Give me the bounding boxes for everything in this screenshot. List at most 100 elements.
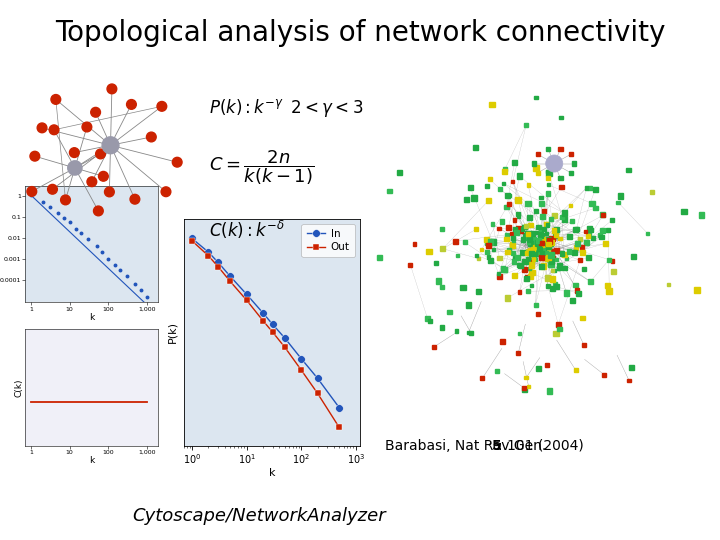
Circle shape — [30, 151, 40, 161]
Bar — [531, 242, 534, 246]
Bar — [540, 245, 544, 248]
Bar — [510, 232, 514, 235]
Bar — [528, 260, 532, 264]
Bar — [606, 288, 612, 294]
Out — [335, 424, 343, 431]
Bar — [607, 258, 611, 261]
Out — [242, 297, 251, 303]
Bar — [536, 241, 541, 246]
X-axis label: k: k — [89, 313, 94, 322]
Bar — [586, 255, 591, 260]
Bar — [540, 252, 545, 256]
Bar — [569, 171, 572, 174]
Bar — [539, 241, 544, 245]
Bar — [413, 242, 416, 246]
Bar — [497, 272, 500, 275]
In — [280, 335, 289, 341]
Bar — [556, 322, 561, 327]
In — [269, 321, 277, 328]
Bar — [518, 290, 521, 294]
Bar — [500, 340, 505, 345]
Bar — [575, 241, 580, 246]
Bar — [603, 241, 608, 246]
Bar — [464, 197, 469, 202]
Bar — [549, 242, 553, 246]
Bar — [454, 329, 458, 333]
Bar — [537, 247, 541, 252]
Bar — [516, 198, 521, 203]
Bar — [534, 240, 538, 244]
Bar — [552, 234, 557, 238]
Bar — [468, 185, 472, 190]
Bar — [618, 193, 624, 199]
Bar — [544, 244, 547, 247]
Bar — [510, 236, 515, 240]
Bar — [534, 165, 539, 171]
Bar — [513, 219, 516, 222]
Bar — [600, 228, 606, 233]
Bar — [600, 213, 605, 218]
Bar — [631, 254, 636, 259]
Bar — [540, 242, 545, 247]
Bar — [526, 249, 532, 255]
Bar — [546, 192, 550, 196]
Bar — [572, 161, 577, 166]
Bar — [539, 252, 544, 256]
Bar — [536, 238, 541, 244]
Bar — [546, 284, 550, 288]
Bar — [575, 227, 579, 231]
Bar — [535, 240, 540, 246]
Bar — [539, 245, 543, 249]
Bar — [569, 152, 572, 157]
Bar — [576, 291, 581, 296]
Out — [280, 344, 289, 350]
Bar — [557, 263, 562, 267]
Bar — [570, 298, 575, 303]
Bar — [539, 242, 543, 246]
Bar — [534, 258, 537, 261]
Bar — [517, 173, 522, 179]
Bar — [521, 237, 525, 241]
Bar — [491, 222, 495, 226]
Bar — [498, 187, 502, 191]
Bar — [538, 240, 543, 245]
Circle shape — [91, 107, 101, 117]
Bar — [545, 246, 549, 249]
Bar — [554, 331, 559, 336]
Bar — [532, 161, 536, 166]
Bar — [546, 170, 552, 176]
Bar — [627, 379, 631, 382]
Bar — [564, 291, 569, 295]
Bar — [533, 241, 537, 246]
Bar — [588, 228, 593, 232]
Circle shape — [157, 102, 167, 111]
Bar — [529, 231, 532, 234]
Bar — [534, 247, 539, 252]
Bar — [549, 257, 553, 261]
Bar — [519, 229, 523, 233]
Text: $C = \dfrac{2n}{k(k-1)}$: $C = \dfrac{2n}{k(k-1)}$ — [209, 148, 314, 187]
Bar — [544, 238, 548, 242]
Bar — [580, 245, 584, 249]
Bar — [507, 248, 511, 253]
Bar — [699, 212, 704, 218]
Bar — [505, 295, 510, 301]
Bar — [463, 240, 467, 244]
Bar — [528, 222, 533, 227]
Bar — [539, 240, 543, 244]
Bar — [539, 241, 544, 247]
Bar — [460, 285, 466, 290]
Bar — [495, 369, 498, 373]
Out — [204, 253, 213, 259]
Bar — [554, 248, 559, 253]
Bar — [538, 233, 543, 239]
Bar — [526, 184, 530, 187]
Bar — [593, 187, 598, 192]
Bar — [516, 226, 521, 231]
Bar — [498, 255, 502, 260]
Bar — [502, 169, 507, 174]
Bar — [616, 200, 620, 204]
Bar — [539, 233, 544, 238]
Out — [188, 238, 197, 244]
Bar — [589, 201, 595, 206]
